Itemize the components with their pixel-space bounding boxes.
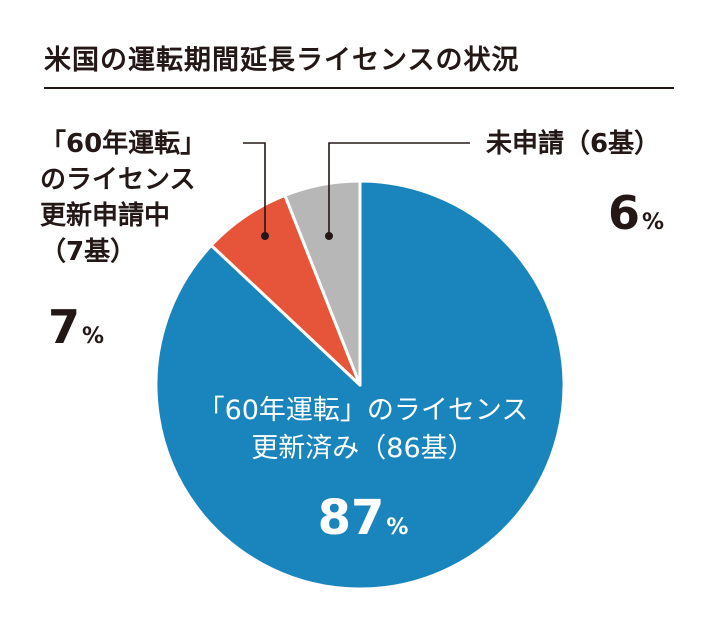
title-divider bbox=[44, 87, 674, 89]
slice-value-renewed-unit: % bbox=[386, 515, 409, 540]
slice-label-renewed: 「60年運転」のライセンス 更新済み（86基） bbox=[168, 392, 558, 468]
slice-value-renewing: 7% bbox=[48, 300, 104, 354]
slice-value-renewing-unit: % bbox=[82, 324, 105, 349]
slice-label-renewing-line2: のライセンス bbox=[40, 165, 196, 195]
chart-title: 米国の運転期間延長ライセンスの状況 bbox=[44, 45, 520, 76]
slice-label-renewed-line1: 「60年運転」のライセンス bbox=[197, 395, 529, 426]
slice-value-renewing-number: 7 bbox=[48, 300, 81, 354]
leader-line-unapplied bbox=[328, 142, 470, 234]
slice-label-unapplied-line1: 未申請（6基） bbox=[486, 129, 661, 159]
leader-dots bbox=[261, 232, 333, 240]
pie-slices bbox=[154, 179, 566, 591]
pie-slice-unapplied bbox=[283, 179, 362, 387]
slice-value-unapplied-unit: % bbox=[642, 210, 665, 235]
slice-label-renewing: 「60年運転」 のライセンス 更新申請中 （7基） bbox=[40, 126, 206, 270]
slice-label-renewed-line2: 更新済み（86基） bbox=[251, 433, 475, 464]
slice-value-unapplied-number: 6 bbox=[608, 186, 641, 240]
slice-label-renewing-line4: （7基） bbox=[40, 237, 137, 267]
slice-label-unapplied: 未申請（6基） bbox=[486, 126, 660, 162]
leader-dot-renewing bbox=[261, 232, 269, 240]
leader-dot-unapplied bbox=[325, 232, 333, 240]
leader-lines bbox=[243, 142, 470, 234]
slice-label-renewing-line3: 更新申請中 bbox=[40, 201, 171, 231]
slice-value-unapplied: 6% bbox=[608, 186, 664, 240]
slice-value-renewed: 87% bbox=[168, 490, 558, 546]
slice-value-renewed-number: 87 bbox=[317, 490, 385, 546]
slice-label-renewing-line1: 「60年運転」 bbox=[40, 129, 207, 159]
leader-line-renewing bbox=[243, 142, 266, 234]
